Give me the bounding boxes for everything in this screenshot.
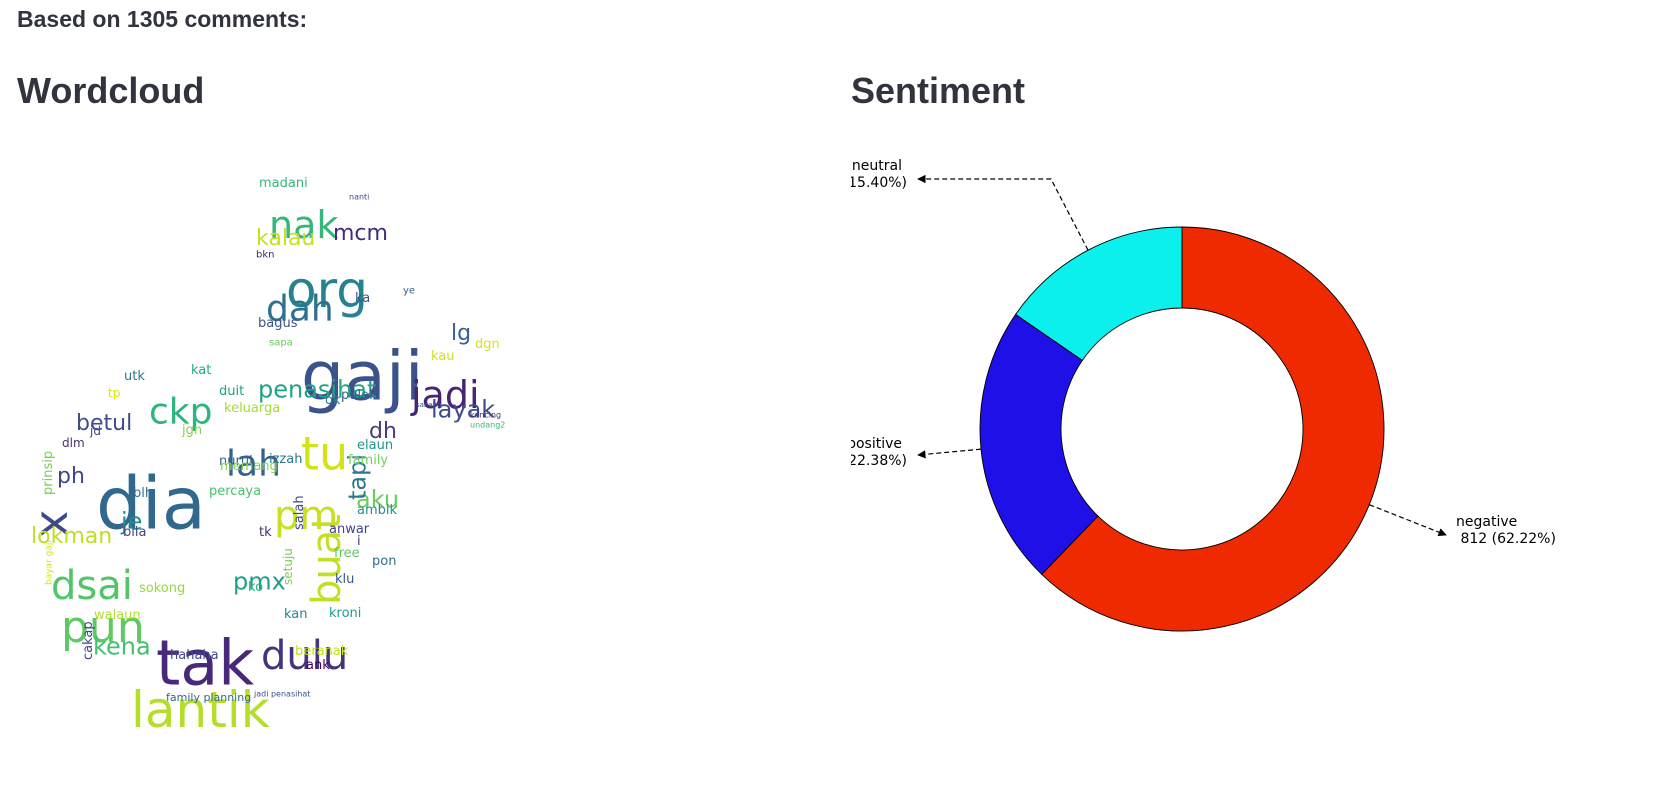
wordcloud-word: percaya xyxy=(209,484,261,499)
wordcloud-word: ph xyxy=(57,464,85,489)
wordcloud-word: ye xyxy=(403,285,415,296)
wordcloud-word: nanti xyxy=(349,193,369,202)
annotation-arrow-positive xyxy=(917,448,982,459)
wordcloud-word: jadi xyxy=(410,373,480,417)
wordcloud-word: utk xyxy=(124,369,145,384)
sentiment-title: Sentiment xyxy=(851,70,1026,111)
wordcloud-word: lah xyxy=(226,444,281,485)
wordcloud-word: kat xyxy=(191,363,211,378)
wordcloud-word: aku xyxy=(356,486,399,514)
wordcloud-word: pon xyxy=(372,554,396,569)
wordcloud-word: izzah xyxy=(269,452,302,467)
wordcloud-word: dlm xyxy=(62,436,85,450)
wordcloud-word: lg xyxy=(451,321,471,346)
wordcloud-word: ok xyxy=(325,393,341,408)
wordcloud-word: penasihat xyxy=(258,376,376,404)
wordcloud-word: ambik xyxy=(357,503,397,518)
wordcloud-word: beranak xyxy=(295,644,349,659)
wordcloud-word: pm xyxy=(274,493,338,539)
wordcloud-word: layak xyxy=(431,396,495,424)
wordcloud-word: kroni xyxy=(329,606,361,621)
wordcloud-word: dh xyxy=(369,419,397,444)
wordcloud-word: kena xyxy=(93,633,151,661)
wordcloud-word: duit xyxy=(219,384,244,399)
wordcloud-word: bayar gaji xyxy=(45,540,55,585)
wordcloud-word: family xyxy=(348,453,388,468)
donut-slice-neutral xyxy=(1015,226,1183,362)
wordcloud-word: org xyxy=(286,261,368,319)
wordcloud-word: kencing xyxy=(470,411,501,420)
wordcloud-word: lantik xyxy=(131,681,270,739)
annotation-label-positive: positive292 (22.38%) xyxy=(851,436,907,469)
wordcloud-word: jgn xyxy=(181,423,202,438)
wordcloud-word: nurul xyxy=(219,454,253,469)
wordcloud-word: free xyxy=(334,546,360,561)
wordcloud-word: gaji xyxy=(301,338,424,417)
wordcloud-word: x xyxy=(31,510,85,537)
wordcloud-word: walaun xyxy=(94,608,141,623)
wordcloud-word: sapa xyxy=(269,337,293,348)
wordcloud-word: memang xyxy=(220,459,278,474)
wordcloud-word: bkn xyxy=(256,249,274,260)
wordcloud-word: blh xyxy=(133,486,153,501)
wordcloud-word: klu xyxy=(335,572,354,587)
wordcloud-word: sokong xyxy=(139,581,185,596)
wordcloud-word: jadi penasihat xyxy=(253,690,310,699)
wordcloud-word: salah xyxy=(292,495,307,530)
wordcloud-word: tk xyxy=(259,525,272,540)
wordcloud-word: dah xyxy=(266,289,334,330)
wordcloud-word: kan xyxy=(284,607,308,622)
donut-slice-negative xyxy=(1041,226,1385,632)
wordcloud-word: prinsip xyxy=(41,451,56,495)
wordcloud-word: pmx xyxy=(233,568,286,596)
wordcloud-word: setuju xyxy=(281,548,295,585)
wordcloud-title: Wordcloud xyxy=(17,70,205,111)
donut-slice-positive xyxy=(979,313,1099,575)
wordcloud-word: madani xyxy=(259,176,308,191)
annotation-arrow-neutral xyxy=(917,174,1089,251)
wordcloud-word: keluarga xyxy=(224,401,280,416)
wordcloud-word: family planning xyxy=(166,691,251,704)
wordcloud-word: i xyxy=(357,534,361,549)
wordcloud-word: buat xyxy=(304,514,350,605)
annotation-label-negative: negative 812 (62.22%) xyxy=(1456,514,1556,547)
wordcloud-word: mcm xyxy=(333,221,388,246)
wordcloud-word: betul xyxy=(76,411,132,436)
wordcloud-word: elaun xyxy=(357,438,393,453)
wordcloud-word: jd xyxy=(89,424,101,438)
wordcloud-word: hahaha xyxy=(170,648,219,663)
wordcloud-word: ko xyxy=(248,580,263,595)
comment-summary: Based on 1305 comments: xyxy=(17,6,308,32)
wordcloud-word: dsai xyxy=(51,563,133,609)
wordcloud-word: cakap xyxy=(81,621,96,660)
wordcloud-word: ank xyxy=(306,658,330,673)
wordcloud-word: dia xyxy=(96,462,206,546)
wordcloud-word: tapi xyxy=(344,454,372,500)
wordcloud-word: lokman xyxy=(31,524,112,549)
wordcloud-word: undang2 xyxy=(470,421,505,430)
wordcloud-word: anwar xyxy=(329,522,370,537)
wordcloud-word: ka xyxy=(355,291,370,306)
wordcloud-word: tu xyxy=(301,426,348,480)
wordcloud-word: bila xyxy=(123,525,146,540)
annotation-arrow-negative xyxy=(1369,504,1447,537)
wordcloud-word: dgn xyxy=(475,337,500,352)
wordcloud-word: kalau xyxy=(256,226,315,251)
wordcloud-word: ckp xyxy=(149,392,213,433)
wordcloud-word: je xyxy=(120,508,142,536)
wordcloud-word: sanang xyxy=(416,401,442,409)
wordcloud-word: pulak xyxy=(341,388,377,403)
wordcloud-word: nak xyxy=(269,203,338,247)
annotation-label-neutral: neutral201 (15.40%) xyxy=(851,158,907,191)
sentiment-donut-chart: negative 812 (62.22%) positive292 (22.38%… xyxy=(851,158,1556,632)
wordcloud-word: bagus xyxy=(258,316,298,331)
wordcloud-word: tak xyxy=(156,626,254,699)
wordcloud-word: tp xyxy=(108,386,120,400)
wordcloud-word: dulu xyxy=(261,633,348,679)
wordcloud-word: kau xyxy=(431,349,455,364)
wordcloud-word: pun xyxy=(61,602,145,653)
